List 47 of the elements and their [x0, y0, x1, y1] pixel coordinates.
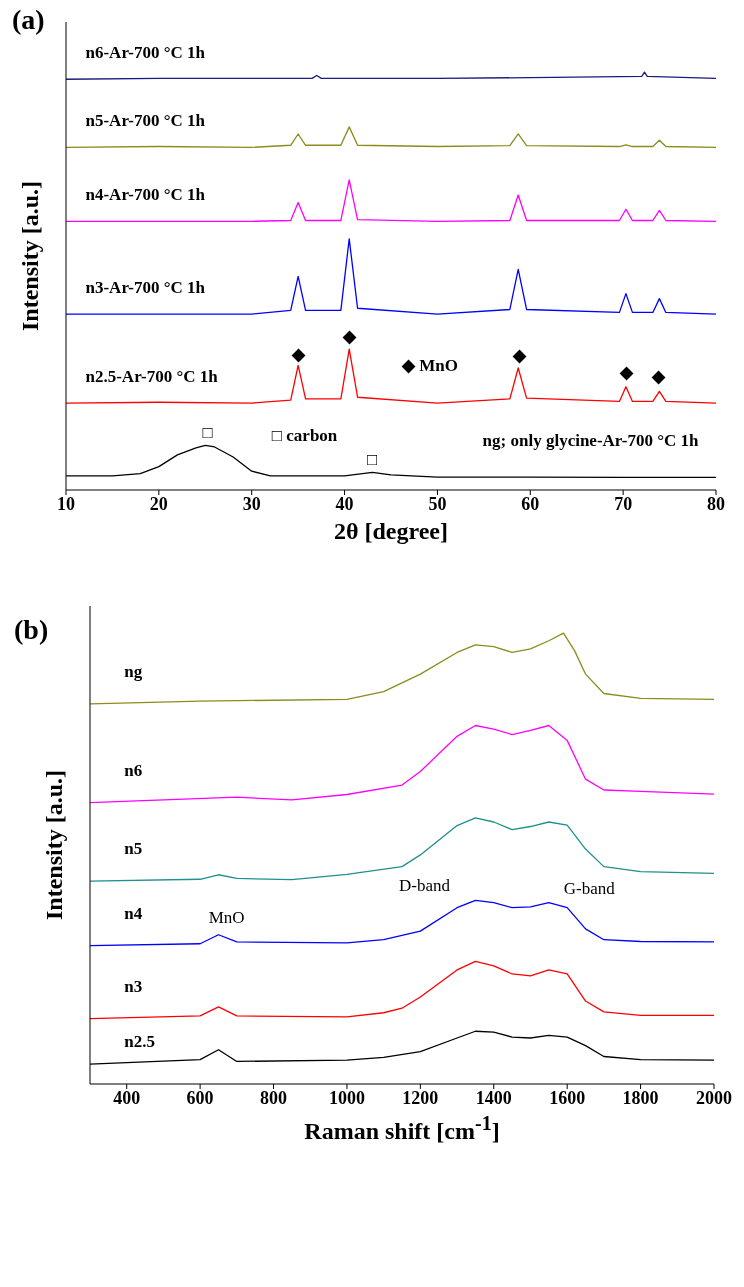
annotation: ◆ — [342, 326, 356, 347]
x-tick-label: 600 — [186, 1087, 214, 1108]
y-axis-title: Intensity [a.u.] — [16, 180, 44, 332]
series-label: n2.5-Ar-700 °C 1h — [85, 367, 218, 388]
series-label: ng; only glycine-Ar-700 °C 1h — [482, 431, 699, 452]
annotation: ◆ — [651, 365, 665, 387]
series-label: n3 — [124, 976, 143, 997]
annotation: ◆ — [291, 343, 305, 365]
x-axis-title: 2θ [degree] — [333, 518, 449, 545]
annotation: ◆ — [512, 344, 526, 366]
x-tick-label: 10 — [57, 493, 75, 514]
y-axis-title: Intensity [a.u.] — [40, 769, 68, 921]
annotation: □ — [202, 422, 213, 443]
series-label: n4-Ar-700 °C 1h — [85, 185, 205, 206]
x-tick-label: 1600 — [549, 1087, 586, 1108]
series-label: n5 — [124, 839, 143, 860]
series-label: n3-Ar-700 °C 1h — [85, 278, 205, 299]
x-tick-label: 60 — [521, 493, 540, 514]
series-label: n4 — [124, 903, 143, 924]
series-label: n6 — [124, 760, 143, 781]
x-tick-label: 20 — [149, 493, 168, 514]
series-label: n5-Ar-700 °C 1h — [85, 111, 205, 132]
x-tick-label: 50 — [428, 493, 447, 514]
annotation: ◆ MnO — [402, 354, 458, 376]
annotation: D-band — [398, 876, 450, 897]
x-tick-label: 800 — [260, 1087, 288, 1108]
x-tick-label: 80 — [707, 493, 725, 514]
annotation: ◆ — [619, 361, 633, 383]
x-tick-label: 1800 — [622, 1087, 659, 1108]
annotation: □ — [367, 449, 378, 470]
x-tick-label: 1000 — [328, 1087, 365, 1108]
x-tick-label: 70 — [614, 493, 633, 514]
x-tick-label: 400 — [113, 1087, 141, 1108]
series-label: n2.5 — [124, 1032, 156, 1053]
chart-title: (b) — [14, 614, 49, 646]
x-axis-title: Raman shift [cm$^{-1}$] — [304, 1112, 500, 1145]
x-tick-label: 30 — [242, 493, 261, 514]
x-tick-label: 2000 — [696, 1087, 732, 1108]
x-tick-label: 1400 — [475, 1087, 512, 1108]
series-label: n6-Ar-700 °C 1h — [85, 43, 205, 64]
annotation: G-band — [563, 878, 615, 899]
annotation: □ carbon — [271, 426, 338, 447]
series-label: ng — [124, 661, 143, 682]
x-tick-label: 1200 — [402, 1087, 439, 1108]
annotation: MnO — [208, 908, 245, 929]
x-tick-label: 40 — [335, 493, 354, 514]
chart-title: (a) — [12, 4, 45, 36]
